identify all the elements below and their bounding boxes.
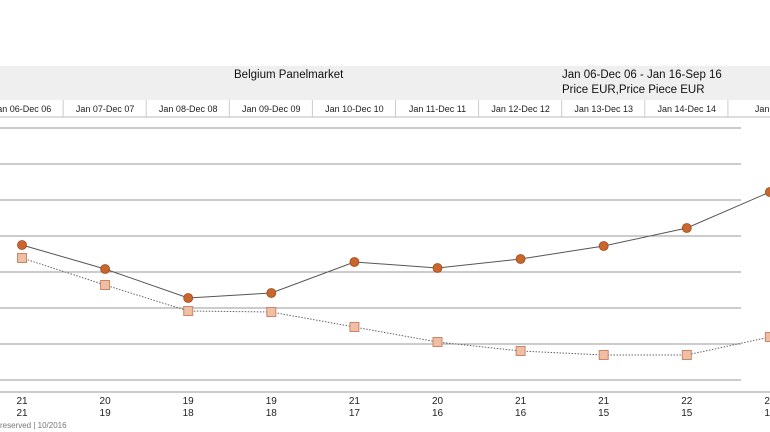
value-label: 21 <box>598 396 610 407</box>
x-tick-label: Jan 08-Dec 08 <box>159 104 218 114</box>
x-tick-label: Jan 15- <box>755 104 770 114</box>
data-point-circle <box>183 293 194 303</box>
data-point-square <box>100 280 111 290</box>
data-point-square <box>349 322 360 332</box>
value-label: 15 <box>598 408 610 419</box>
data-point-square <box>764 332 770 342</box>
value-label: 17 <box>349 408 361 419</box>
value-label: 19 <box>266 396 278 407</box>
x-tick-label: Jan 11-Dec 11 <box>409 104 466 114</box>
x-tick-label: Jan 10-Dec 10 <box>325 104 384 114</box>
data-point-circle <box>349 257 360 267</box>
value-label: 16 <box>515 408 527 419</box>
x-tick-label: Jan 13-Dec 13 <box>574 104 633 114</box>
x-tick-label: Jan 07-Dec 07 <box>76 104 135 114</box>
value-label: 19 <box>183 396 195 407</box>
data-point-square <box>515 346 526 356</box>
data-point-square <box>17 253 27 263</box>
period-row <box>0 100 770 117</box>
data-point-square <box>183 306 194 316</box>
value-label: 24 <box>764 396 770 407</box>
data-point-square <box>681 350 692 360</box>
value-label: 18 <box>183 408 195 419</box>
data-point-square <box>598 350 609 360</box>
value-label: 16 <box>764 408 770 419</box>
data-point-circle <box>266 288 277 298</box>
x-tick-label: Jan 06-Dec 06 <box>0 104 51 114</box>
value-label: 19 <box>100 408 112 419</box>
data-point-circle <box>432 263 443 273</box>
value-label: 21 <box>349 396 361 407</box>
value-label: 20 <box>432 396 444 407</box>
value-label: 21 <box>16 408 28 419</box>
x-tick-label: Jan 12-Dec 12 <box>491 104 550 114</box>
value-label: 22 <box>681 396 693 407</box>
data-point-square <box>432 337 443 347</box>
footer-copyright: reserved | 10/2016 <box>0 421 67 430</box>
series-line <box>21 191 770 299</box>
data-point-circle <box>765 187 770 197</box>
value-label: 21 <box>16 396 28 407</box>
period-range: Jan 06-Dec 06 - Jan 16-Sep 16 <box>562 69 722 81</box>
data-point-square <box>266 307 277 317</box>
unit-label: Price EUR,Price Piece EUR <box>562 84 705 96</box>
data-point-circle <box>100 264 110 274</box>
value-label: 15 <box>681 408 693 419</box>
value-label: 18 <box>266 408 278 419</box>
data-point-circle <box>17 240 27 250</box>
chart-title: Belgium Panelmarket <box>234 69 344 81</box>
header-band <box>0 66 770 100</box>
value-label: 21 <box>515 396 527 407</box>
x-tick-label: Jan 14-Dec 14 <box>658 104 717 114</box>
value-label: 16 <box>432 408 444 419</box>
data-point-circle <box>515 254 526 264</box>
data-point-circle <box>598 241 609 251</box>
data-point-circle <box>681 223 692 233</box>
series-line <box>21 257 770 356</box>
value-label: 20 <box>100 396 112 407</box>
x-tick-label: Jan 09-Dec 09 <box>242 104 301 114</box>
